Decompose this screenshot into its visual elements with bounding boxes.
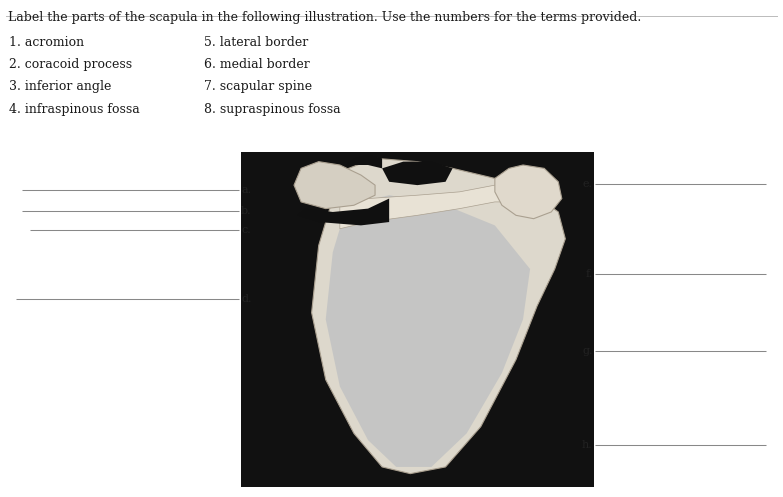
- Polygon shape: [347, 155, 382, 168]
- Polygon shape: [312, 158, 565, 474]
- Polygon shape: [294, 162, 375, 209]
- Text: 2. coracoid process: 2. coracoid process: [9, 58, 132, 71]
- Polygon shape: [382, 162, 453, 185]
- Text: c.: c.: [241, 225, 251, 235]
- Bar: [241, 152, 594, 487]
- Text: 4. infraspinous fossa: 4. infraspinous fossa: [9, 103, 140, 116]
- Text: f.: f.: [586, 269, 593, 279]
- Text: h.: h.: [582, 440, 593, 450]
- Polygon shape: [495, 165, 562, 219]
- Text: a.: a.: [241, 185, 251, 195]
- Text: 6. medial border: 6. medial border: [204, 58, 309, 71]
- Text: 5. lateral border: 5. lateral border: [204, 36, 308, 49]
- Text: 8. supraspinous fossa: 8. supraspinous fossa: [204, 103, 340, 116]
- Text: e.: e.: [583, 179, 593, 189]
- Text: g.: g.: [583, 346, 593, 356]
- Text: b.: b.: [241, 206, 252, 216]
- Text: Label the parts of the scapula in the following illustration. Use the numbers fo: Label the parts of the scapula in the fo…: [8, 11, 641, 24]
- Text: 1. acromion: 1. acromion: [9, 36, 85, 49]
- Text: 7. scapular spine: 7. scapular spine: [204, 81, 312, 93]
- Text: d.: d.: [241, 294, 251, 304]
- Polygon shape: [340, 185, 530, 229]
- Text: 3. inferior angle: 3. inferior angle: [9, 81, 112, 93]
- Polygon shape: [326, 195, 530, 467]
- Polygon shape: [298, 198, 389, 225]
